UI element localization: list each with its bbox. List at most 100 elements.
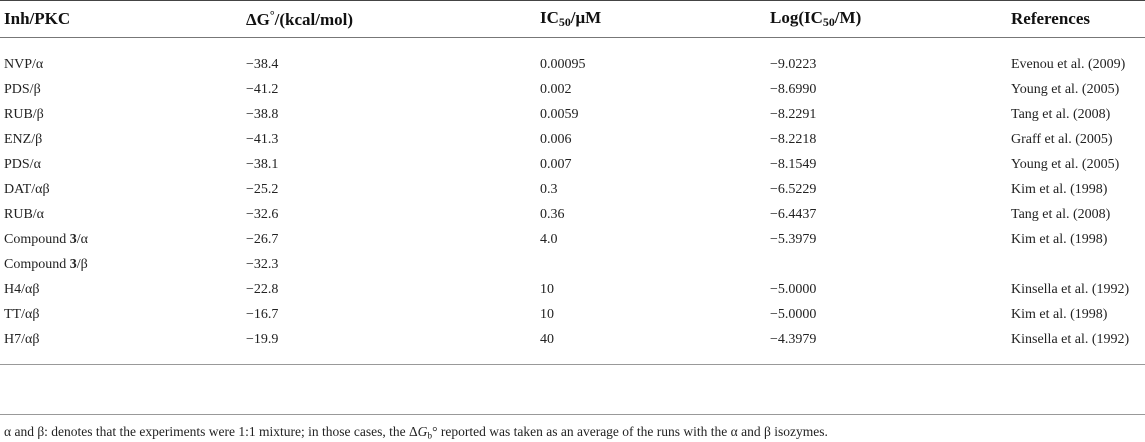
header-row: Inh/PKC ΔG°/(kcal/mol) IC50/μM Log(IC50/… bbox=[0, 0, 1145, 38]
cell-ic50: 0.002 bbox=[540, 81, 572, 97]
cell-reference: Graff et al. (2005) bbox=[1011, 131, 1113, 147]
footnote-post: reported was taken as an average of the … bbox=[437, 424, 828, 439]
cell-ic50: 40 bbox=[540, 331, 554, 347]
header-inh-text: Inh/PKC bbox=[4, 9, 71, 28]
table-row: H7/αβ −19.9 40 −4.3979 Kinsella et al. (1992… bbox=[0, 327, 1145, 365]
cell-inhibitor: ENZ/β bbox=[0, 127, 242, 152]
cell-delta-g: −38.1 bbox=[246, 156, 279, 172]
table-row: DAT/αβ −25.2 0.3 −6.5229 Kim et al. (1998) bbox=[0, 177, 1145, 202]
cell-reference: Kinsella et al. (1992) bbox=[1011, 331, 1130, 347]
cell-log-ic50: −8.2291 bbox=[770, 106, 817, 122]
header-log-prefix: Log(IC bbox=[770, 8, 823, 28]
inhibitor-name: RUB/β bbox=[4, 106, 44, 122]
inhibitor-name: TT/αβ bbox=[4, 306, 40, 322]
cell-reference: Evenou et al. (2009) bbox=[1011, 56, 1126, 72]
isozyme-suffix: /β bbox=[76, 256, 88, 272]
cell-inhibitor: DAT/αβ bbox=[0, 177, 242, 202]
header-log-ic50: Log(IC50/M) bbox=[766, 0, 1007, 38]
table-row: Compound 3/β −32.3 bbox=[0, 252, 1145, 277]
cell-delta-g: −38.8 bbox=[246, 106, 279, 122]
cell-ic50: 10 bbox=[540, 281, 554, 297]
inhibitor-name: Compound bbox=[4, 231, 70, 247]
inhibitor-name: Compound bbox=[4, 256, 70, 272]
table-row: ENZ/β −41.3 0.006 −8.2218 Graff et al. (2005… bbox=[0, 127, 1145, 152]
cell-ic50: 0.006 bbox=[540, 131, 572, 147]
cell-reference: Kim et al. (1998) bbox=[1011, 181, 1108, 197]
cell-ic50: 0.007 bbox=[540, 156, 572, 172]
table-row: H4/αβ −22.8 10 −5.0000 Kinsella et al. (1992… bbox=[0, 277, 1145, 302]
cell-log-ic50: −6.4437 bbox=[770, 206, 817, 222]
cell-inhibitor: RUB/α bbox=[0, 202, 242, 227]
cell-reference: Tang et al. (2008) bbox=[1011, 106, 1111, 122]
inhibitor-name: PDS/β bbox=[4, 81, 41, 97]
isozyme-suffix: /α bbox=[76, 231, 88, 247]
cell-reference: Kim et al. (1998) bbox=[1011, 306, 1108, 322]
cell-inhibitor: H4/αβ bbox=[0, 277, 242, 302]
cell-delta-g: −38.4 bbox=[246, 56, 279, 72]
cell-ic50: 4.0 bbox=[540, 231, 558, 247]
cell-reference: Tang et al. (2008) bbox=[1011, 206, 1111, 222]
cell-delta-g: −32.6 bbox=[246, 206, 279, 222]
footnote-g: G bbox=[417, 424, 428, 439]
footnote-b-sub: b bbox=[427, 431, 433, 442]
header-dg-degree: ° bbox=[269, 8, 275, 23]
header-ic50-unit: /μM bbox=[570, 8, 602, 28]
cell-log-ic50 bbox=[766, 252, 1007, 277]
header-ic50-prefix: IC bbox=[540, 8, 559, 28]
header-dg-prefix: ΔG bbox=[246, 9, 270, 29]
cell-delta-g: −26.7 bbox=[246, 231, 279, 247]
compound-number: 3 bbox=[69, 231, 77, 247]
footnote-divider bbox=[0, 414, 1145, 415]
cell-delta-g: −41.3 bbox=[246, 131, 279, 147]
table-body: NVP/α −38.4 0.00095 −9.0223 Evenou et al. (2… bbox=[0, 38, 1145, 365]
table-row: NVP/α −38.4 0.00095 −9.0223 Evenou et al. (2… bbox=[0, 38, 1145, 78]
cell-delta-g: −16.7 bbox=[246, 306, 279, 322]
cell-ic50: 0.00095 bbox=[540, 56, 586, 72]
compound-number: 3 bbox=[69, 256, 77, 272]
inhibitor-name: DAT/αβ bbox=[4, 181, 50, 197]
cell-inhibitor: TT/αβ bbox=[0, 302, 242, 327]
header-ic50-sub: 50 bbox=[558, 14, 571, 29]
cell-reference bbox=[1007, 252, 1145, 277]
table-row: RUB/β −38.8 0.0059 −8.2291 Tang et al. (2008… bbox=[0, 102, 1145, 127]
cell-ic50 bbox=[536, 252, 766, 277]
cell-reference: Young et al. (2005) bbox=[1011, 81, 1120, 97]
cell-delta-g: −41.2 bbox=[246, 81, 279, 97]
cell-log-ic50: −5.0000 bbox=[770, 306, 817, 322]
cell-inhibitor: NVP/α bbox=[0, 38, 242, 78]
table-row: Compound 3/α −26.7 4.0 −5.3979 Kim et al. (1… bbox=[0, 227, 1145, 252]
cell-log-ic50: −8.1549 bbox=[770, 156, 817, 172]
cell-reference: Kinsella et al. (1992) bbox=[1011, 281, 1130, 297]
header-dg-unit: /(kcal/mol) bbox=[274, 9, 354, 29]
inhibitor-name: H7/αβ bbox=[4, 331, 40, 347]
cell-inhibitor: H7/αβ bbox=[0, 327, 242, 365]
table-row: PDS/β −41.2 0.002 −8.6990 Young et al. (2005… bbox=[0, 77, 1145, 102]
cell-delta-g: −32.3 bbox=[246, 256, 279, 272]
header-refs-text: References bbox=[1011, 9, 1090, 28]
cell-delta-g: −22.8 bbox=[246, 281, 279, 297]
cell-inhibitor: Compound 3/α bbox=[0, 227, 242, 252]
header-references: References bbox=[1007, 0, 1145, 38]
cell-ic50: 0.36 bbox=[540, 206, 565, 222]
inhibitor-name: PDS/α bbox=[4, 156, 41, 172]
table-row: TT/αβ −16.7 10 −5.0000 Kim et al. (1998) bbox=[0, 302, 1145, 327]
cell-inhibitor: PDS/β bbox=[0, 77, 242, 102]
cell-reference: Kim et al. (1998) bbox=[1011, 231, 1108, 247]
cell-reference: Young et al. (2005) bbox=[1011, 156, 1120, 172]
header-ic50: IC50/μM bbox=[536, 0, 766, 38]
inhibitor-name: RUB/α bbox=[4, 206, 45, 222]
cell-inhibitor: Compound 3/β bbox=[0, 252, 242, 277]
header-log-unit: /M) bbox=[834, 8, 862, 28]
table-header: Inh/PKC ΔG°/(kcal/mol) IC50/μM Log(IC50/… bbox=[0, 0, 1145, 38]
cell-ic50: 0.0059 bbox=[540, 106, 579, 122]
cell-delta-g: −25.2 bbox=[246, 181, 279, 197]
cell-log-ic50: −9.0223 bbox=[770, 56, 817, 72]
inhibitor-name: H4/αβ bbox=[4, 281, 40, 297]
header-log-sub: 50 bbox=[822, 14, 835, 29]
cell-inhibitor: RUB/β bbox=[0, 102, 242, 127]
cell-log-ic50: −5.0000 bbox=[770, 281, 817, 297]
table-row: RUB/α −32.6 0.36 −6.4437 Tang et al. (2008) bbox=[0, 202, 1145, 227]
inhibitor-name: ENZ/β bbox=[4, 131, 43, 147]
cell-ic50: 10 bbox=[540, 306, 554, 322]
